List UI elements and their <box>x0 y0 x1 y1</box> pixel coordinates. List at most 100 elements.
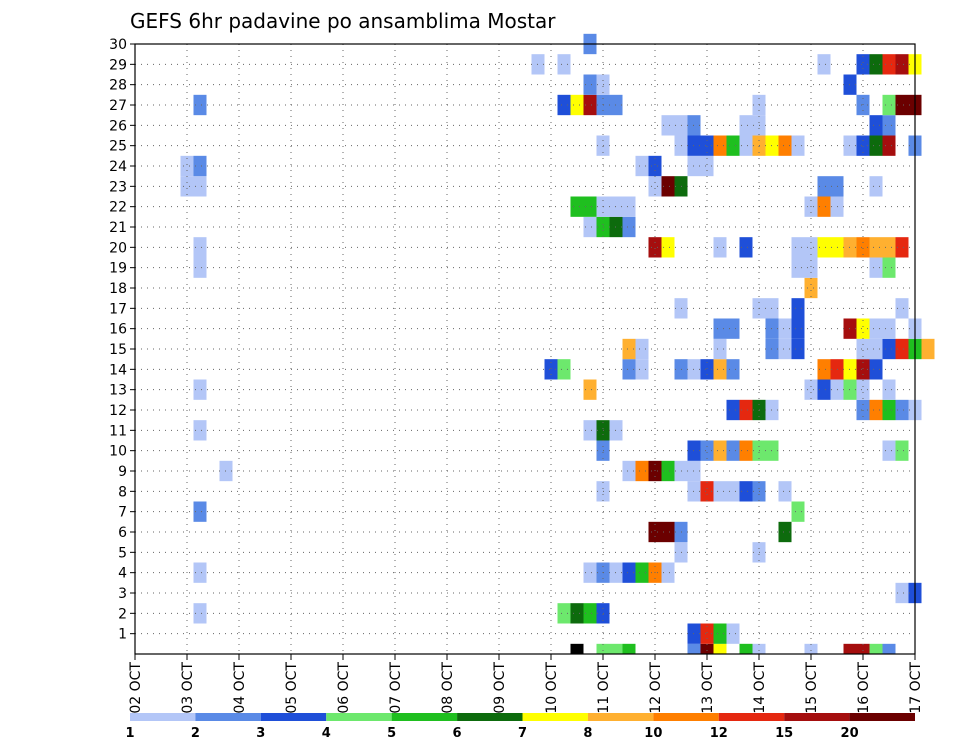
heatmap-cell <box>870 258 883 278</box>
colorbar-label: 10 <box>644 726 662 741</box>
x-tick-label: 11 OCT <box>596 662 612 714</box>
heatmap-cell <box>649 176 662 196</box>
heatmap-cell <box>558 603 571 623</box>
y-tick-label: 16 <box>109 322 127 338</box>
heatmap-cell <box>792 258 805 278</box>
colorbar-swatch <box>326 713 391 721</box>
colorbar-label: 8 <box>583 726 592 741</box>
heatmap-cell <box>883 339 896 359</box>
heatmap-cell <box>792 298 805 318</box>
heatmap-cell <box>792 136 805 156</box>
y-tick-label: 27 <box>109 98 127 114</box>
heatmap-cell <box>792 237 805 257</box>
y-tick-label: 6 <box>118 525 127 541</box>
heatmap-cell <box>870 136 883 156</box>
x-tick-label: 08 OCT <box>440 662 456 714</box>
heatmap-cell <box>740 644 753 654</box>
heatmap-cell <box>701 644 714 654</box>
y-tick-label: 4 <box>118 566 127 582</box>
heatmap-cell <box>727 359 740 379</box>
y-tick-label: 11 <box>109 423 127 439</box>
colorbar-swatch <box>261 713 326 721</box>
heatmap-cell <box>714 136 727 156</box>
colorbar-swatch <box>588 713 653 721</box>
heatmap-cell <box>571 644 584 654</box>
colorbar-swatch <box>195 713 260 721</box>
colorbar-swatch <box>130 713 195 721</box>
heatmap-cell <box>636 156 649 176</box>
heatmap-cell <box>870 359 883 379</box>
x-tick-label: 14 OCT <box>752 662 768 714</box>
x-tick-label: 02 OCT <box>128 662 144 714</box>
heatmap-cell <box>753 644 766 654</box>
y-tick-label: 20 <box>109 240 127 256</box>
heatmap-cell <box>870 319 883 339</box>
y-tick-label: 28 <box>109 78 127 94</box>
y-tick-label: 9 <box>118 464 127 480</box>
heatmap-cell <box>922 339 935 359</box>
colorbar-label: 5 <box>387 726 396 741</box>
x-axis-ticks: 02 OCT 03 OCT 04 OCT 05 OCT 06 OCT 07 OCT 08 O… <box>128 654 924 714</box>
heatmap-cell <box>636 461 649 481</box>
heatmap-cell <box>857 644 870 654</box>
heatmap-cell <box>558 359 571 379</box>
x-tick-label: 10 OCT <box>544 662 560 714</box>
heatmap-cell <box>805 380 818 400</box>
colorbar-swatch <box>784 713 849 721</box>
heatmap-cell <box>883 441 896 461</box>
y-tick-label: 2 <box>118 606 127 622</box>
heatmap-cell <box>805 278 818 298</box>
heatmap-cell <box>883 644 896 654</box>
heatmap-cell <box>844 644 857 654</box>
y-tick-label: 17 <box>109 301 127 317</box>
heatmap-cell <box>571 197 584 217</box>
heatmap-cell <box>727 441 740 461</box>
colorbar: 1 2 3 4 5 6 7 8 10 12 15 20 <box>125 713 915 741</box>
heatmap-cells <box>181 34 935 654</box>
heatmap-cell <box>558 95 571 115</box>
colorbar-label: 4 <box>322 726 331 741</box>
heatmap-cell <box>883 380 896 400</box>
heatmap-cell <box>714 359 727 379</box>
y-tick-label: 12 <box>109 403 127 419</box>
x-tick-label: 09 OCT <box>492 662 508 714</box>
colorbar-swatch <box>523 713 588 721</box>
heatmap-cell <box>636 563 649 583</box>
y-tick-label: 8 <box>118 484 127 500</box>
colorbar-label: 1 <box>125 726 134 741</box>
y-tick-label: 14 <box>109 362 127 378</box>
y-tick-label: 29 <box>109 57 127 73</box>
colorbar-label: 20 <box>841 726 859 741</box>
heatmap-cell <box>870 115 883 135</box>
colorbar-label: 12 <box>710 726 728 741</box>
y-tick-label: 21 <box>109 220 127 236</box>
colorbar-label: 6 <box>453 726 462 741</box>
chart-title: GEFS 6hr padavine po ansamblima Mostar <box>130 9 556 33</box>
colorbar-swatch <box>653 713 718 721</box>
heatmap-cell <box>870 339 883 359</box>
y-tick-label: 30 <box>109 37 127 53</box>
heatmap-cell <box>870 644 883 654</box>
heatmap-cell <box>727 319 740 339</box>
y-tick-label: 7 <box>118 505 127 521</box>
heatmap-cell <box>714 441 727 461</box>
y-tick-label: 1 <box>118 627 127 643</box>
heatmap-cell <box>870 400 883 420</box>
x-tick-label: 05 OCT <box>284 662 300 714</box>
heatmap-cell <box>558 54 571 74</box>
heatmap-cell <box>623 644 636 654</box>
heatmap-cell <box>883 237 896 257</box>
heatmap-cell <box>714 339 727 359</box>
heatmap-cell <box>883 95 896 115</box>
x-tick-label: 16 OCT <box>856 662 872 714</box>
y-tick-label: 5 <box>118 545 127 561</box>
y-tick-label: 22 <box>109 200 127 216</box>
y-tick-label: 13 <box>109 383 127 399</box>
heatmap-cell <box>610 644 623 654</box>
x-tick-label: 07 OCT <box>388 662 404 714</box>
colorbar-label: 7 <box>518 726 527 741</box>
heatmap-cell <box>181 176 194 196</box>
x-tick-label: 04 OCT <box>232 662 248 714</box>
x-tick-label: 17 OCT <box>908 662 924 714</box>
heatmap-cell <box>870 176 883 196</box>
